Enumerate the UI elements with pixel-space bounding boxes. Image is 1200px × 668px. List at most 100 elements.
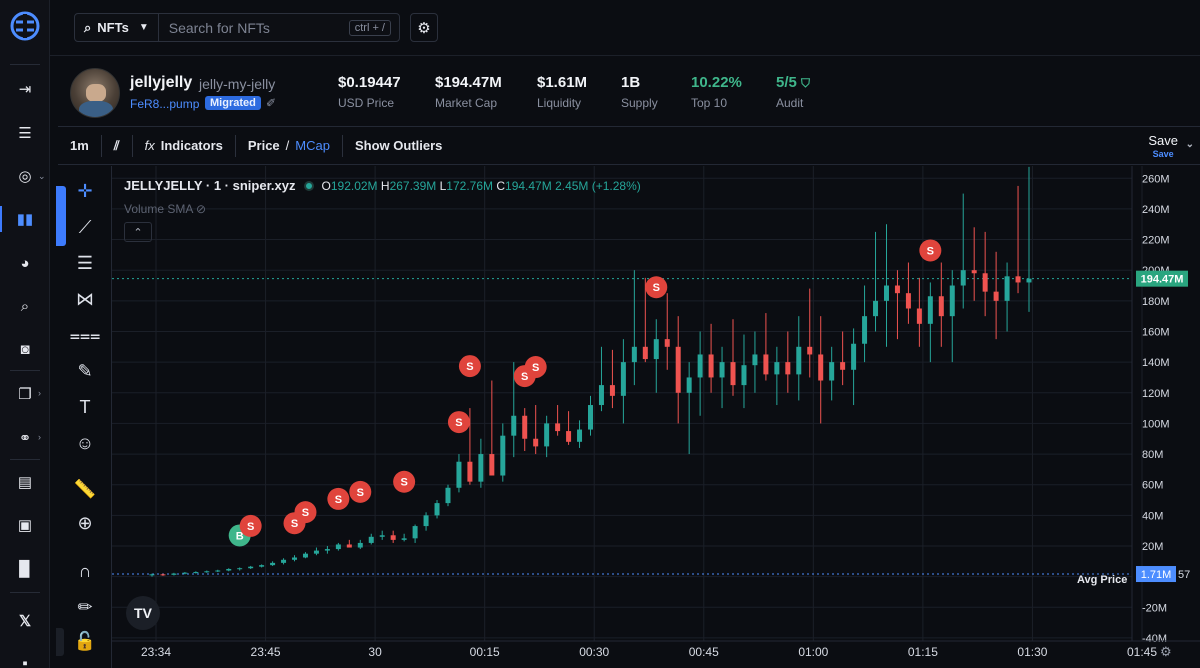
search-input[interactable]: Search for NFTs [168, 19, 270, 36]
candle-body [182, 572, 188, 574]
interval-button[interactable]: 1m [70, 138, 89, 153]
avg-price-tag-label: 1.71M [1141, 569, 1172, 581]
candle-body [840, 362, 846, 370]
expand-rail-icon[interactable]: ⇥ [18, 81, 32, 98]
binoculars-icon[interactable]: ⚭ [18, 430, 32, 447]
price-option[interactable]: Price [247, 138, 280, 153]
chart-canvas[interactable]: 260M240M220M200M180M160M140M120M100M80M6… [112, 166, 1200, 668]
candle-body [467, 461, 473, 482]
sell-marker-label: S [653, 282, 660, 294]
x-tick-label: 23:34 [141, 645, 171, 659]
pie-chart-icon[interactable]: ◕ [20, 254, 30, 272]
search-icon: ⌕ [84, 19, 92, 35]
list-search-icon[interactable]: ☰ [18, 125, 32, 142]
settings-button[interactable]: ⚙ [410, 13, 438, 42]
y-tick-label: 80M [1142, 449, 1163, 461]
buy-marker-label: B [236, 530, 244, 542]
emoji-icon[interactable]: ☺ [75, 432, 95, 453]
stat-market-cap: $194.47M Market Cap [435, 74, 502, 110]
brush-icon[interactable]: ✎ [77, 360, 93, 381]
edit-icon[interactable]: ✐ [266, 96, 277, 110]
sell-marker-label: S [357, 487, 364, 499]
candle-body [445, 487, 451, 504]
zoom-in-icon[interactable]: ⊕ [77, 512, 93, 533]
candle-type-button[interactable]: ⫽ [102, 127, 132, 164]
chevron-down-icon[interactable]: ⌄ [1185, 139, 1194, 150]
logo-icon[interactable] [9, 10, 41, 42]
save-button[interactable]: Save Save [1148, 133, 1178, 159]
trendline-icon[interactable]: ⟋ [78, 216, 92, 237]
fib-icon[interactable]: ⩶ [69, 324, 101, 345]
search-scope-dropdown[interactable]: ⌕ NFTs ▼ [75, 14, 159, 41]
book-icon[interactable]: ▉ [19, 561, 31, 578]
candle-body [719, 362, 725, 378]
stat-audit[interactable]: 5/5 ⛉ Audit [776, 74, 810, 110]
high-label: H [380, 178, 390, 193]
candle-body [248, 566, 254, 569]
chart-settings-icon[interactable]: ⚙ [1160, 644, 1172, 659]
candle-body [566, 431, 572, 442]
candle-body [1026, 278, 1032, 283]
stat-label: Market Cap [435, 96, 498, 110]
sell-marker-label: S [927, 245, 934, 257]
sell-marker [458, 355, 481, 378]
candle-body [883, 285, 889, 301]
volume-sma-label[interactable]: Volume SMA ⊘ [124, 202, 206, 216]
sell-marker-label: S [400, 477, 407, 489]
candle-body [620, 362, 626, 396]
candle-body [971, 270, 977, 274]
wallet-icon[interactable]: ▣ [17, 517, 33, 534]
chart-icon[interactable]: ▮▮ [16, 211, 34, 228]
ruler-icon[interactable]: 📏 [73, 478, 97, 499]
sell-marker [294, 501, 317, 524]
collapse-legend-button[interactable]: ⌃ [124, 222, 152, 242]
y-tick-label: -40M [1142, 633, 1167, 645]
magnet-icon[interactable]: ∩ [78, 560, 92, 581]
eye-off-icon[interactable]: ⊘ [196, 202, 207, 216]
expand-tools-handle[interactable] [56, 186, 66, 246]
text-icon[interactable]: T [79, 396, 91, 417]
cards-icon[interactable]: ❐ [18, 386, 32, 403]
pattern-icon[interactable]: ⋈ [76, 288, 94, 309]
candle-body [346, 544, 352, 548]
x-social-icon[interactable]: 𝕏 [18, 613, 32, 630]
candle-body [500, 435, 506, 476]
mcap-option[interactable]: MCap [295, 138, 330, 153]
lock-icon[interactable]: 🔓 [73, 630, 97, 651]
show-outliers-button[interactable]: Show Outliers [354, 138, 443, 153]
price-chart[interactable]: 260M240M220M200M180M160M140M120M100M80M6… [112, 166, 1200, 668]
robot-icon[interactable]: ◙ [20, 340, 30, 358]
candle-body [456, 461, 462, 488]
candle-body [489, 454, 495, 476]
token-address-link[interactable]: FeR8...pump [130, 97, 200, 111]
avg-price-label: Avg Price [1077, 574, 1128, 586]
document-search-icon[interactable]: ▤ [17, 474, 33, 491]
function-icon: fx [144, 138, 155, 153]
y-tick-label: 100M [1142, 418, 1170, 430]
candle-body [522, 415, 528, 439]
candle-body [763, 354, 769, 375]
candle-body [785, 362, 791, 375]
candle-body [434, 503, 440, 516]
indicators-button[interactable]: fx Indicators [133, 127, 235, 164]
rail-divider [10, 64, 40, 65]
stat-value: 10.22% [691, 74, 742, 91]
more-icon[interactable]: ▪ [22, 654, 28, 668]
open-label: O [321, 178, 331, 193]
candle-body [829, 362, 835, 381]
candlestick-icon: ⫽ [113, 137, 120, 153]
candle-body [631, 346, 637, 363]
candle-body [752, 354, 758, 366]
pencil-lock-icon[interactable]: ✏ [77, 596, 93, 617]
horizontal-lines-icon[interactable]: ☰ [76, 252, 94, 273]
price-mcap-toggle[interactable]: Price / MCap [236, 127, 342, 164]
crosshair-icon[interactable]: ✛ [77, 180, 93, 201]
rail-divider [10, 459, 40, 460]
chart-toolbar: 1m ⫽ fx Indicators Price / MCap Show Out… [58, 126, 1200, 165]
tradingview-logo[interactable]: TV [126, 596, 160, 630]
save-label: Save [1148, 133, 1178, 148]
search-icon[interactable]: ⌕ [20, 297, 30, 315]
target-icon[interactable]: ◎ [18, 168, 32, 185]
x-tick-label: 01:45 [1127, 645, 1157, 659]
collapse-tools-handle[interactable] [56, 628, 64, 656]
